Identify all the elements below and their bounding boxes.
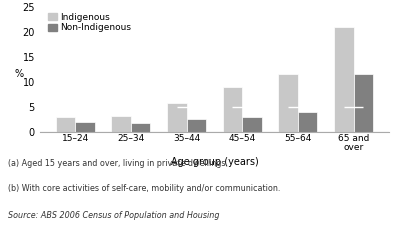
Bar — [167, 103, 187, 132]
Bar — [334, 27, 354, 132]
Bar — [111, 116, 131, 132]
Bar — [278, 74, 298, 132]
Bar — [56, 117, 75, 132]
Bar — [131, 123, 150, 132]
Text: (a) Aged 15 years and over, living in private dwellings.: (a) Aged 15 years and over, living in pr… — [8, 159, 228, 168]
Bar — [187, 119, 206, 132]
Bar — [242, 117, 262, 132]
Legend: Indigenous, Non-Indigenous: Indigenous, Non-Indigenous — [48, 12, 131, 32]
X-axis label: Age group (years): Age group (years) — [170, 157, 258, 167]
Text: Source: ABS 2006 Census of Population and Housing: Source: ABS 2006 Census of Population an… — [8, 211, 220, 220]
Bar — [223, 87, 242, 132]
Y-axis label: %: % — [15, 69, 24, 79]
Bar — [75, 122, 94, 132]
Bar — [298, 112, 318, 132]
Text: (b) With core activities of self-care, mobility and/or communication.: (b) With core activities of self-care, m… — [8, 184, 280, 193]
Bar — [354, 74, 373, 132]
